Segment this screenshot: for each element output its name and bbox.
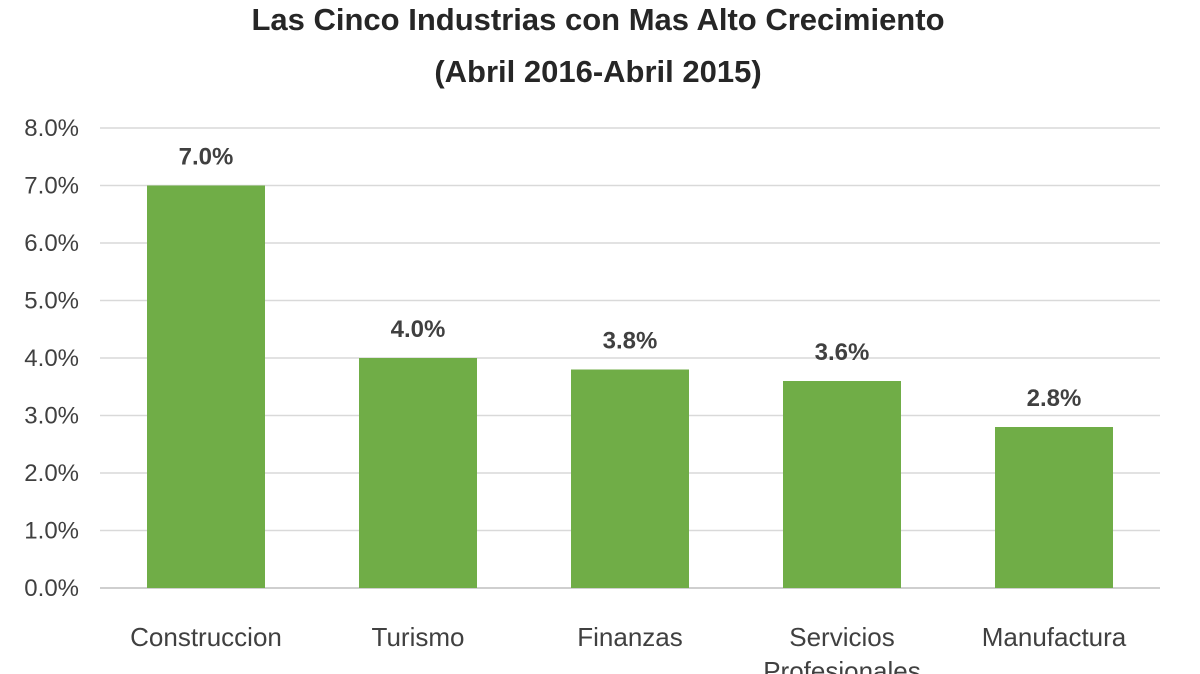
y-axis-ticks: 0.0% 1.0% 2.0% 3.0% 4.0% 5.0% 6.0% 7.0% 8.0% xyxy=(24,115,79,602)
bar xyxy=(147,185,265,588)
data-label: 3.8% xyxy=(603,328,658,355)
chart-title: Las Cinco Industrias con Mas Alto Crecim… xyxy=(251,2,944,37)
category-label: Manufactura xyxy=(982,622,1127,652)
category-label: Servicios xyxy=(789,622,894,652)
gridlines xyxy=(100,127,1160,589)
data-label: 7.0% xyxy=(179,144,234,171)
data-label: 4.0% xyxy=(391,316,446,343)
chart-subtitle: (Abril 2016-Abril 2015) xyxy=(434,54,761,89)
y-tick-label: 6.0% xyxy=(24,230,79,257)
y-tick-label: 2.0% xyxy=(24,460,79,487)
bar xyxy=(571,369,689,588)
bar xyxy=(783,381,901,588)
y-tick-label: 8.0% xyxy=(24,115,79,142)
x-axis-categories: Construccion Turismo Finanzas Servicios Prof… xyxy=(130,622,1127,674)
category-label: Construccion xyxy=(130,622,282,652)
y-tick-label: 5.0% xyxy=(24,288,79,315)
y-tick-label: 7.0% xyxy=(24,173,79,200)
category-label: Turismo xyxy=(372,622,465,652)
category-label: Profesionales xyxy=(763,656,921,674)
category-label: Finanzas xyxy=(577,622,683,652)
data-label: 2.8% xyxy=(1027,385,1082,412)
bar xyxy=(995,427,1113,588)
bars xyxy=(147,185,1113,588)
data-label: 3.6% xyxy=(815,339,870,366)
y-tick-label: 4.0% xyxy=(24,345,79,372)
bar xyxy=(359,358,477,588)
y-tick-label: 3.0% xyxy=(24,403,79,430)
data-labels: 7.0% 4.0% 3.8% 3.6% 2.8% xyxy=(179,144,1082,413)
y-tick-label: 0.0% xyxy=(24,575,79,602)
y-tick-label: 1.0% xyxy=(24,518,79,545)
